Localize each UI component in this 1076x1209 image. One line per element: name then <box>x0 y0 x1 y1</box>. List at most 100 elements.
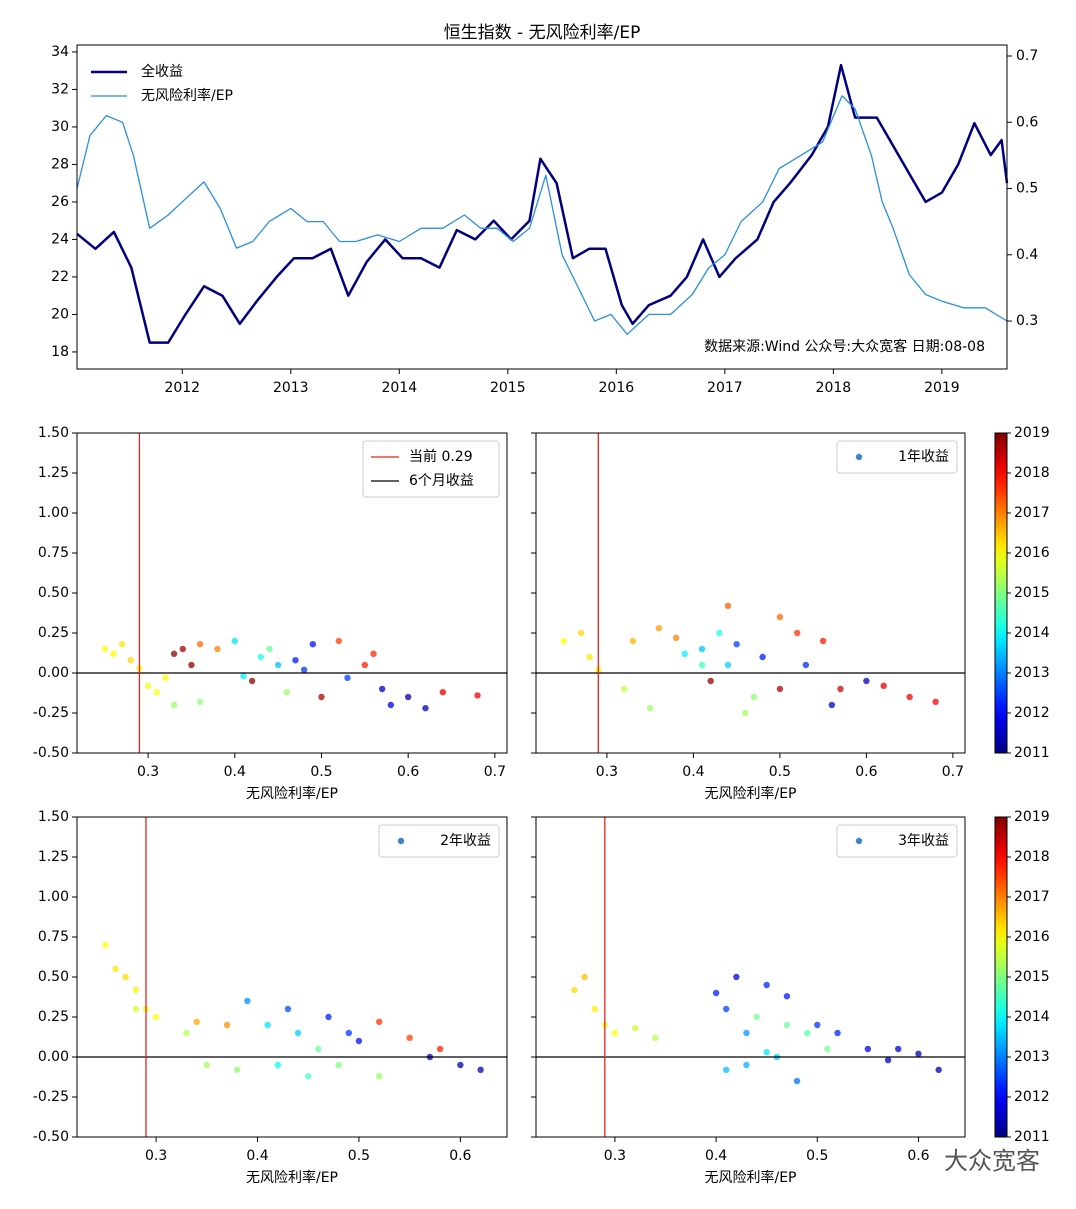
scatter-point <box>244 997 251 1005</box>
scatter-point <box>631 1025 639 1032</box>
scatter-point <box>591 1005 598 1013</box>
scatter-point <box>406 1034 413 1042</box>
legend-box <box>378 824 500 858</box>
scatter-point <box>828 701 836 709</box>
watermark: 大众宽客 <box>944 1147 1040 1175</box>
legend-label: 2年收益 <box>440 833 491 849</box>
scatter-point <box>724 602 732 609</box>
scatter-point <box>274 661 282 669</box>
x-tick-label: 0.5 <box>310 764 332 780</box>
y-tick-label: 1.00 <box>38 889 69 905</box>
chart-title: 恒生指数 - 无风险利率/EP <box>444 23 641 43</box>
scatter-point <box>110 650 117 657</box>
colorbar-tick-label: 2015 <box>1014 585 1050 601</box>
scatter-point <box>753 1013 760 1021</box>
y-tick-label: 1.00 <box>38 505 69 521</box>
scatter-point <box>819 637 827 645</box>
line-series <box>76 63 1009 344</box>
colorbar-tick-label: 2019 <box>1014 425 1050 441</box>
x-tick-label: 0.3 <box>604 1148 626 1164</box>
scatter-point <box>837 685 844 693</box>
colorbar-tick-label: 2018 <box>1014 849 1050 865</box>
scatter-point <box>776 685 784 693</box>
colorbar-tick-label: 2013 <box>1014 665 1050 681</box>
legend-label: 全收益 <box>141 63 183 80</box>
scatter-point <box>743 1061 750 1069</box>
scatter-point <box>170 650 178 657</box>
y-tick-label: 0.50 <box>38 585 69 601</box>
x-tick-label: 0.7 <box>942 764 964 780</box>
legend-box <box>362 440 500 498</box>
scatter-point <box>404 693 412 701</box>
scatter-point <box>477 1066 484 1074</box>
x-tick-label: 0.4 <box>682 764 704 780</box>
scatter-point <box>118 641 126 648</box>
colorbar-tick-label: 2011 <box>1014 745 1050 761</box>
x-tick-label: 0.4 <box>246 1148 268 1164</box>
y-tick-label: 0.75 <box>38 545 69 561</box>
y-tick-label: 0.50 <box>38 969 69 985</box>
scatter-point <box>560 637 567 645</box>
y-tick-label: 0.00 <box>38 1049 69 1065</box>
x-tick-label: 2015 <box>490 380 526 396</box>
x-tick-label: 0.4 <box>224 764 246 780</box>
scatter-point <box>577 629 585 637</box>
scatter-point <box>112 965 119 973</box>
legend-box <box>836 440 958 474</box>
scatter-point <box>188 661 195 669</box>
x-tick-label: 0.5 <box>348 1148 370 1164</box>
legend-swatch <box>855 453 863 461</box>
x-tick-label: 0.4 <box>705 1148 727 1164</box>
scatter-point <box>742 709 749 717</box>
legend-label: 3年收益 <box>898 833 949 849</box>
scatter-point <box>101 645 108 653</box>
scatter-point <box>571 986 578 993</box>
scatter-point <box>274 1061 282 1069</box>
colorbar-tick-label: 2015 <box>1014 969 1050 985</box>
colorbar-tick-label: 2017 <box>1014 889 1050 905</box>
x-tick-label: 2018 <box>816 380 852 396</box>
scatter-point <box>378 685 386 693</box>
scatter-point <box>646 705 654 712</box>
scatter-point <box>906 693 913 701</box>
scatter-point <box>231 637 238 645</box>
scatter-point <box>203 1061 211 1069</box>
scatter-point <box>257 653 264 661</box>
scatter-point <box>724 661 732 669</box>
scatter-point <box>315 1045 322 1053</box>
scatter-point <box>248 677 256 685</box>
legend-box <box>836 824 958 858</box>
y-tick-label: 26 <box>51 194 69 210</box>
y-tick-label: 20 <box>51 306 69 322</box>
scatter-point <box>915 1050 922 1058</box>
scatter-point <box>803 1029 811 1037</box>
scatter-point <box>283 689 290 696</box>
colorbar-tick-label: 2018 <box>1014 465 1050 481</box>
scatter-point <box>422 705 429 712</box>
scatter-point <box>880 682 887 689</box>
x-tick-label: 0.7 <box>484 764 506 780</box>
x-tick-label: 2016 <box>599 380 635 396</box>
x-tick-label: 2012 <box>164 380 200 396</box>
x-tick-label: 0.3 <box>596 764 618 780</box>
y-tick-label: -0.25 <box>33 1089 69 1105</box>
x-tick-label: 2013 <box>273 380 309 396</box>
scatter-point <box>776 613 784 621</box>
scatter-point <box>300 666 308 673</box>
scatter-point <box>162 674 169 681</box>
colorbar-tick-label: 2019 <box>1014 809 1050 825</box>
scatter-point <box>284 1005 292 1013</box>
scatter-point <box>264 1021 271 1029</box>
scatter-point <box>750 693 758 701</box>
scatter-point <box>733 641 740 648</box>
scatter-point <box>698 661 706 669</box>
legend-label: 当前 0.29 <box>409 448 473 465</box>
scatter-point <box>183 1029 190 1037</box>
scatter-point <box>723 1005 730 1013</box>
scatter-point <box>439 689 447 696</box>
scatter-point <box>814 1021 821 1029</box>
colorbar-tick-label: 2011 <box>1014 1129 1050 1145</box>
x-tick-label: 0.3 <box>145 1148 167 1164</box>
colorbar-tick-label: 2014 <box>1014 625 1050 641</box>
scatter-point <box>436 1045 444 1053</box>
